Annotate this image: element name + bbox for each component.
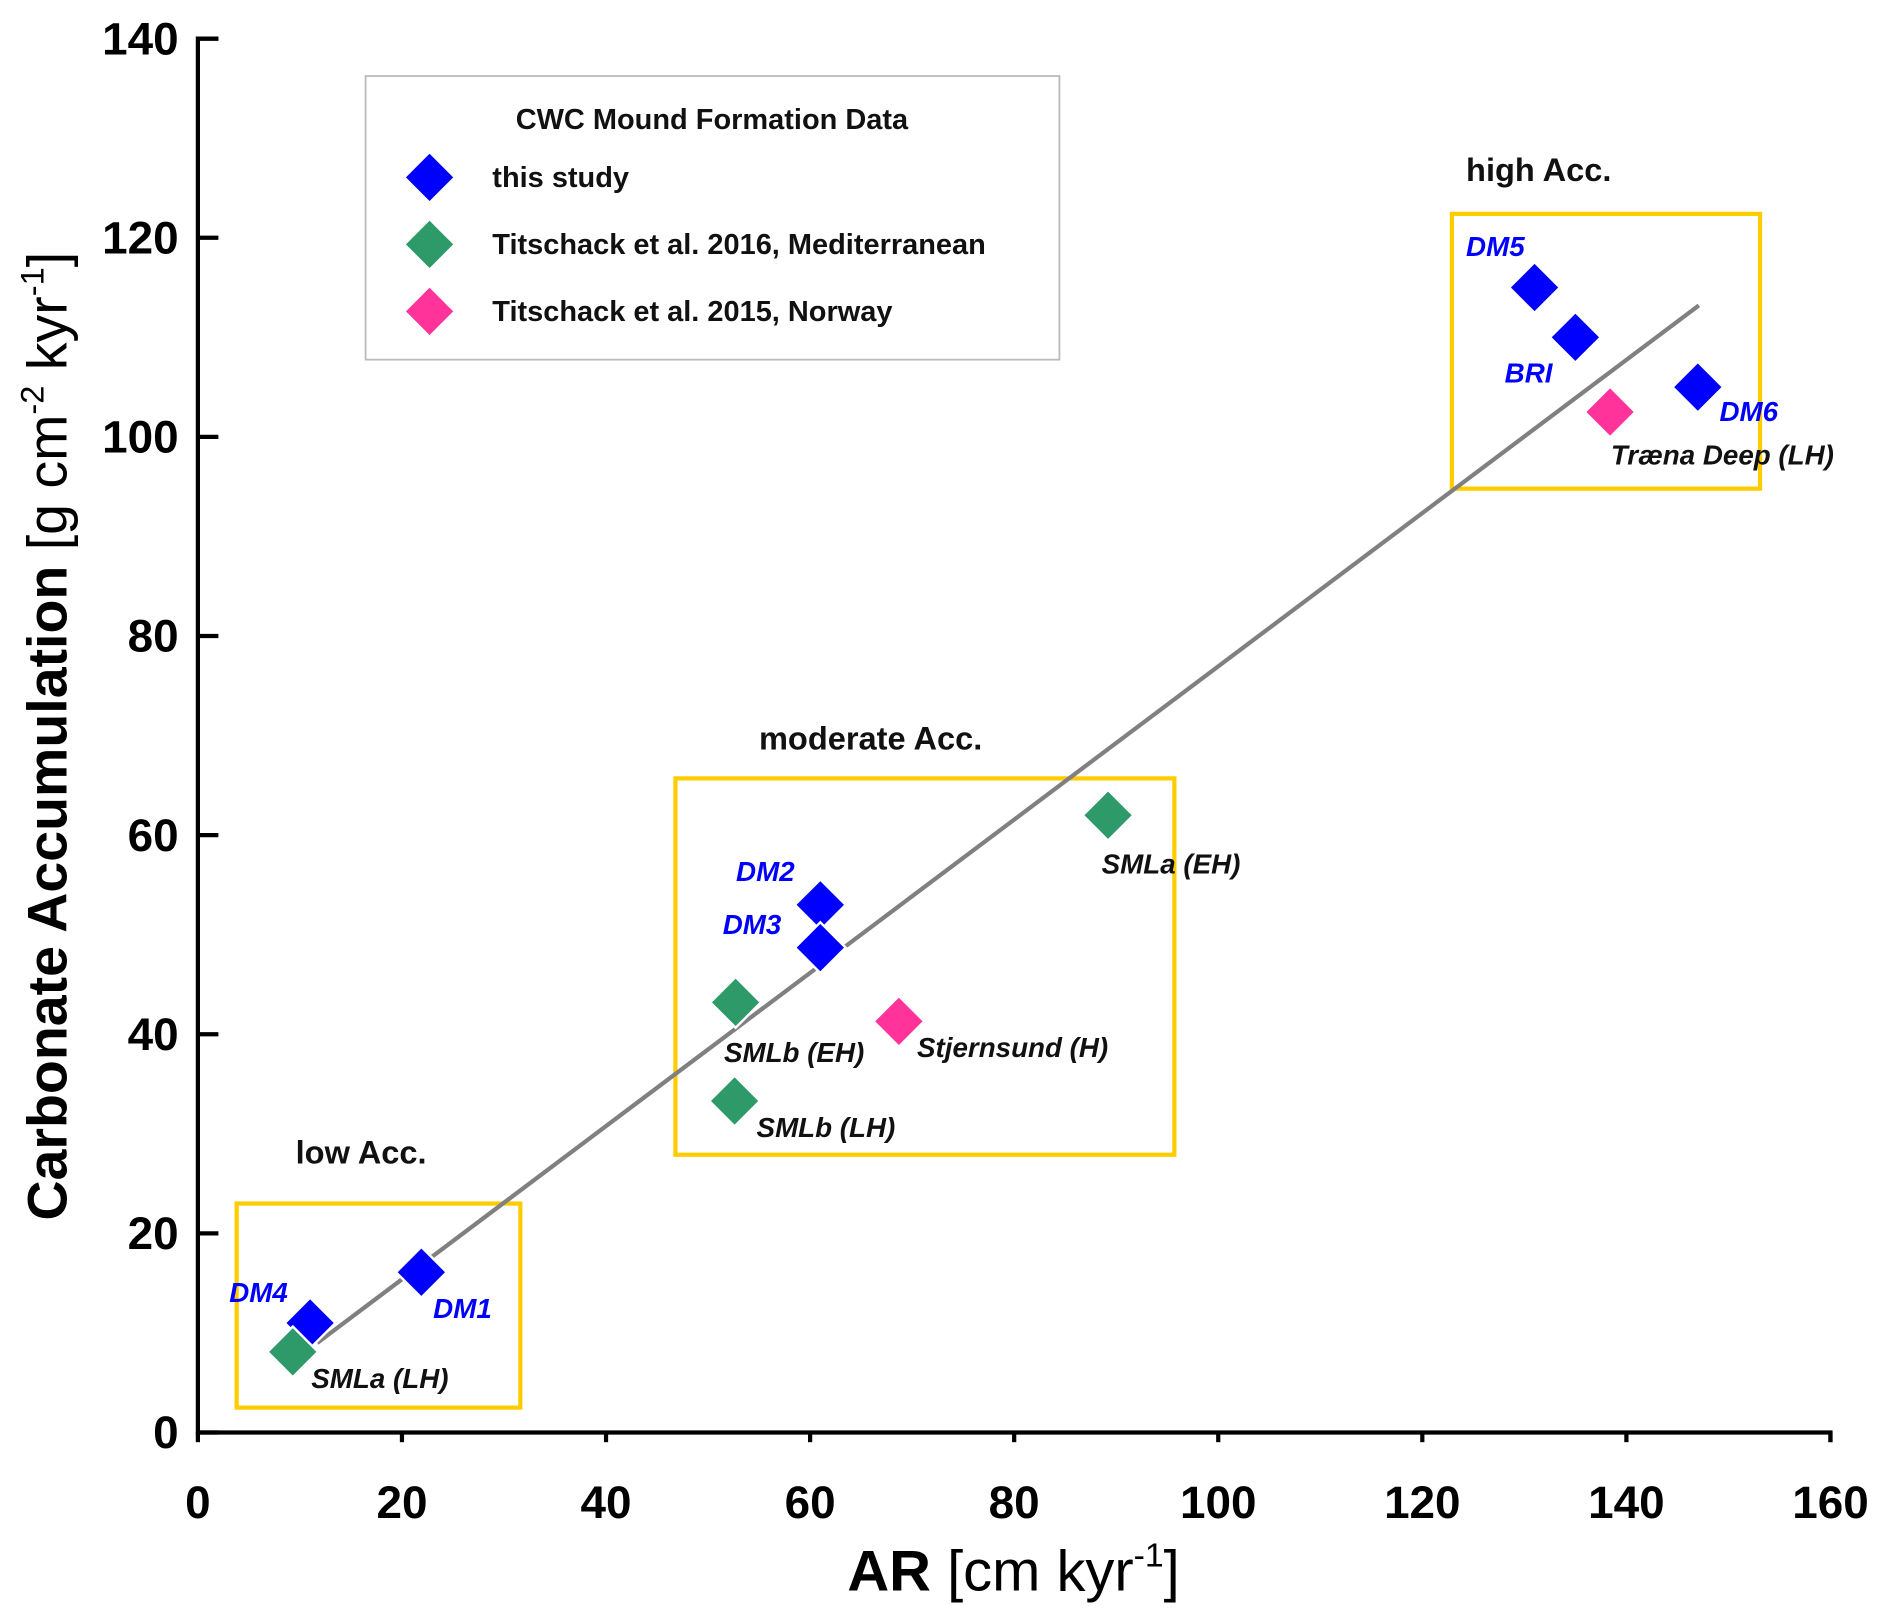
- legend-marker: [402, 150, 457, 205]
- data-point-label: SMLb (EH): [724, 1037, 864, 1068]
- legend-entry: Titschack et al. 2016, Mediterranean: [492, 229, 985, 261]
- legend-marker: [402, 284, 457, 339]
- data-point-label: SMLa (LH): [311, 1363, 448, 1394]
- data-point: [708, 975, 763, 1030]
- data-point-label: Stjernsund (H): [917, 1032, 1108, 1063]
- x-tick-label: 100: [1180, 1476, 1256, 1528]
- legend-title: CWC Mound Formation Data: [516, 104, 909, 136]
- x-tick-label: 160: [1792, 1476, 1868, 1528]
- data-point: [1583, 384, 1638, 440]
- x-tick-label: 60: [785, 1476, 836, 1528]
- data-point-label: DM4: [229, 1277, 288, 1308]
- fit-line: [316, 303, 1701, 1345]
- y-axis-title: Carbonate Accumulation [g cm-2 kyr-1]: [14, 252, 78, 1221]
- region-label: low Acc.: [296, 1134, 427, 1170]
- legend-entry: this study: [492, 162, 629, 194]
- x-tick-label: 80: [989, 1476, 1040, 1528]
- region-label: high Acc.: [1466, 152, 1611, 188]
- data-point: [1081, 788, 1136, 843]
- data-point-label: DM3: [723, 909, 782, 940]
- data-point: [1548, 310, 1603, 365]
- y-tick-label: 140: [102, 12, 178, 64]
- region-box: [673, 776, 1177, 1157]
- data-point: [265, 1324, 320, 1379]
- data-point: [793, 920, 848, 975]
- data-point: [1507, 260, 1562, 315]
- y-tick-label: 80: [128, 610, 179, 662]
- x-axis-title: AR [cm kyr-1]: [847, 1536, 1179, 1603]
- legend: CWC Mound Formation Data this study Titsc…: [364, 75, 1061, 361]
- x-tick-label: 40: [581, 1476, 632, 1528]
- region-box: [1449, 211, 1763, 491]
- y-tick-label: 40: [128, 1008, 179, 1060]
- data-point-label: DM6: [1719, 396, 1778, 427]
- x-tick-label: 20: [376, 1476, 427, 1528]
- data-point: [1670, 360, 1725, 415]
- y-tick-label: 0: [153, 1406, 178, 1458]
- data-point-label: BRI: [1505, 358, 1554, 389]
- y-tick-label: 120: [102, 211, 178, 263]
- y-tick-label: 60: [128, 809, 179, 861]
- data-point-label: DM2: [736, 856, 795, 887]
- x-tick-label: 0: [185, 1476, 210, 1528]
- data-point-label: SMLa (EH): [1102, 849, 1241, 880]
- region-label: moderate Acc.: [759, 720, 982, 756]
- y-tick-label: 100: [102, 411, 178, 463]
- data-point-label: DM5: [1466, 231, 1525, 262]
- region-box: [234, 1201, 523, 1410]
- data-point-label: DM1: [433, 1293, 492, 1324]
- data-point-label: Træna Deep (LH): [1611, 440, 1834, 471]
- data-point: [871, 994, 926, 1049]
- data-point-label: SMLb (LH): [757, 1112, 896, 1143]
- y-tick-label: 20: [128, 1207, 179, 1259]
- x-tick-label: 120: [1384, 1476, 1460, 1528]
- data-point: [707, 1073, 762, 1129]
- x-tick-label: 140: [1588, 1476, 1664, 1528]
- legend-entry: Titschack et al. 2015, Norway: [492, 296, 892, 328]
- legend-marker: [402, 217, 457, 272]
- data-point: [394, 1245, 449, 1300]
